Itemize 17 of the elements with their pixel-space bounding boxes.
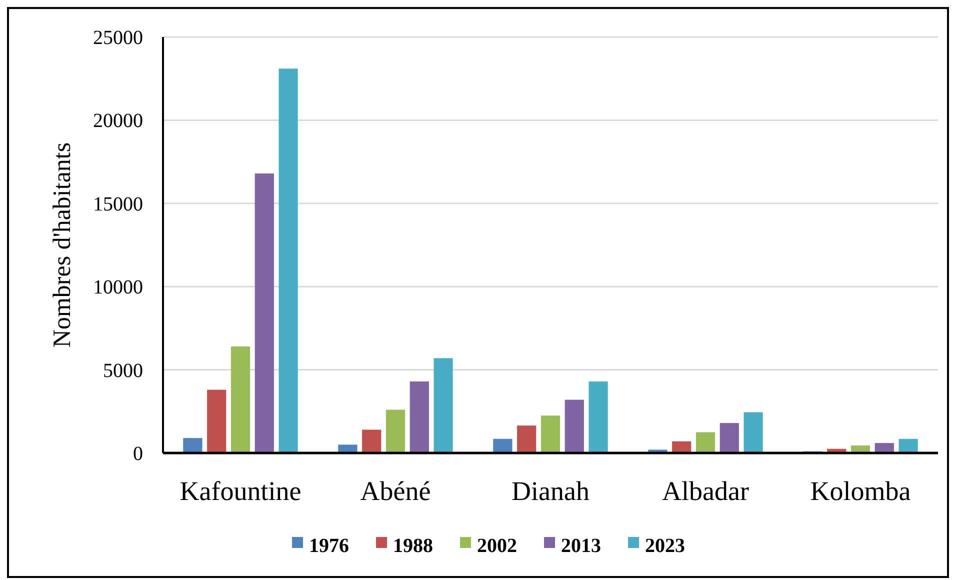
x-tick-label: Dianah [512, 476, 590, 506]
x-tick-label: Kafountine [180, 476, 302, 506]
y-tick-label: 10000 [93, 276, 143, 299]
legend-label: 1976 [309, 535, 349, 557]
legend-label: 2002 [477, 535, 517, 557]
y-axis-title: Nombres d'habitants [49, 142, 76, 348]
y-tick-label: 25000 [93, 27, 143, 49]
x-tick-label: Abéné [360, 476, 431, 506]
legend-label: 2023 [645, 535, 685, 557]
y-tick-label: 15000 [93, 193, 143, 216]
legend-label: 1988 [393, 535, 433, 557]
y-tick-label: 0 [133, 443, 143, 465]
x-tick-label: Kolomba [810, 476, 911, 506]
y-tick-label: 5000 [103, 360, 143, 382]
y-tick-label: 20000 [93, 110, 143, 132]
legend-label: 2013 [561, 535, 601, 557]
x-tick-label: Albadar [662, 476, 749, 506]
